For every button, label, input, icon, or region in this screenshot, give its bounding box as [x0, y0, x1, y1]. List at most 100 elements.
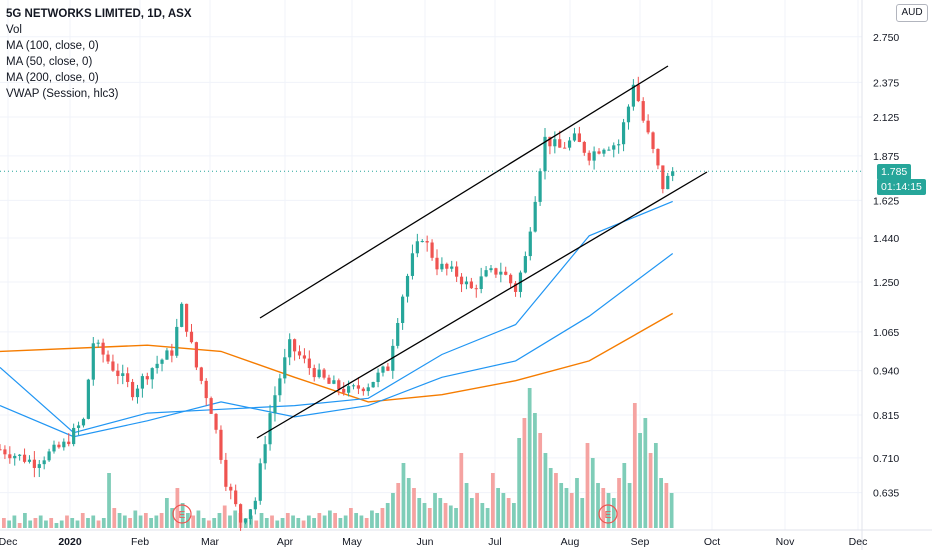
volume-bar	[128, 518, 132, 528]
candle-body	[435, 257, 439, 270]
x-tick-label: Jul	[488, 536, 501, 548]
candle-body	[234, 490, 238, 505]
candle-body	[170, 350, 174, 356]
candle-body	[469, 281, 473, 289]
candle-body	[62, 441, 66, 448]
candle-body	[283, 357, 287, 379]
x-tick-label: Dec	[849, 536, 868, 548]
candle-body	[101, 342, 105, 355]
volume-bar	[7, 520, 12, 528]
candle-body	[337, 380, 341, 390]
candle-body	[607, 149, 611, 151]
volume-bar	[296, 518, 301, 528]
volume-bar	[285, 513, 290, 528]
volume-bar	[433, 493, 437, 528]
volume-bar	[596, 483, 600, 528]
channel-lower-line	[256, 171, 708, 439]
volume-bar	[659, 478, 663, 528]
currency-badge[interactable]: AUD	[896, 4, 928, 22]
volume-bar	[86, 518, 90, 528]
volume-bar	[359, 515, 364, 528]
candle-body	[577, 133, 581, 142]
candle-body	[361, 388, 365, 392]
candle-body	[347, 386, 351, 393]
candle-body	[96, 342, 100, 344]
legend-item-ma50[interactable]: MA (50, close, 0)	[6, 56, 93, 68]
candle-body	[342, 389, 346, 393]
candle-body	[666, 175, 670, 190]
candle-body	[288, 339, 292, 358]
candle-body	[381, 366, 385, 373]
volume-bar	[75, 520, 80, 528]
volume-bar	[138, 515, 143, 528]
volume-bar	[569, 493, 574, 528]
volume-bar	[512, 503, 516, 528]
candle-body	[351, 385, 356, 387]
volume-bar	[28, 520, 33, 528]
candle-body	[484, 270, 488, 277]
candle-body	[81, 418, 86, 426]
volume-bar	[59, 520, 64, 528]
volume-bar	[496, 488, 500, 528]
volume-bar	[380, 508, 385, 528]
candle-body	[430, 242, 434, 258]
volume-bar	[101, 518, 106, 528]
candle-body	[410, 253, 415, 276]
x-tick-label: 2020	[58, 536, 82, 548]
legend-item-vol[interactable]: Vol	[6, 24, 22, 36]
candle-body	[22, 454, 27, 462]
candle-body	[626, 106, 631, 123]
candle-body	[641, 101, 645, 121]
volume-bar	[559, 483, 564, 528]
y-tick-label: 0.710	[873, 453, 899, 465]
volume-bar	[164, 498, 169, 528]
volume-bar	[443, 503, 448, 528]
volume-bar	[222, 505, 227, 528]
candle-body	[371, 381, 375, 388]
volume-bar	[91, 515, 96, 528]
candle-body	[597, 151, 601, 154]
candle-body	[86, 379, 90, 419]
candle-body	[523, 256, 527, 273]
candle-body	[455, 266, 459, 277]
volume-bar	[401, 463, 406, 528]
candle-body	[656, 148, 660, 166]
candle-body	[140, 376, 144, 389]
x-tick-label: Aug	[561, 536, 580, 548]
volume-bar	[601, 488, 606, 528]
volume-bar	[301, 520, 306, 528]
candle-body	[57, 444, 61, 448]
volume-bar	[543, 453, 548, 528]
volume-bar	[412, 488, 416, 528]
volume-bar	[201, 518, 206, 528]
candle-body	[401, 296, 405, 323]
volume-bar	[264, 518, 269, 528]
candle-body	[135, 388, 140, 398]
x-tick-label: May	[342, 536, 363, 548]
y-tick-label: 2.125	[873, 112, 899, 124]
volume-bar	[517, 438, 522, 528]
candle-body	[617, 144, 621, 146]
volume-bar	[122, 515, 127, 528]
candle-body	[592, 151, 596, 161]
candle-body	[587, 152, 591, 161]
volume-bar	[65, 515, 69, 528]
volume-bar	[438, 498, 443, 528]
volume-bar	[196, 510, 201, 528]
legend-item-vwap[interactable]: VWAP (Session, hlc3)	[6, 88, 119, 100]
volume-bar	[112, 508, 117, 528]
volume-bar	[669, 493, 674, 528]
candle-body	[651, 132, 655, 149]
candle-body	[572, 133, 577, 141]
y-tick-label: 0.940	[873, 366, 899, 378]
y-tick-label: 1.250	[873, 277, 899, 289]
legend-item-ma100[interactable]: MA (100, close, 0)	[6, 40, 99, 52]
y-tick-label: 2.375	[873, 77, 899, 89]
candle-body	[567, 140, 572, 148]
legend-item-ma200[interactable]: MA (200, close, 0)	[6, 72, 99, 84]
volume-bar	[233, 510, 238, 528]
ma50-line	[0, 200, 673, 434]
volume-bar	[259, 513, 264, 528]
volume-bar	[364, 518, 369, 528]
